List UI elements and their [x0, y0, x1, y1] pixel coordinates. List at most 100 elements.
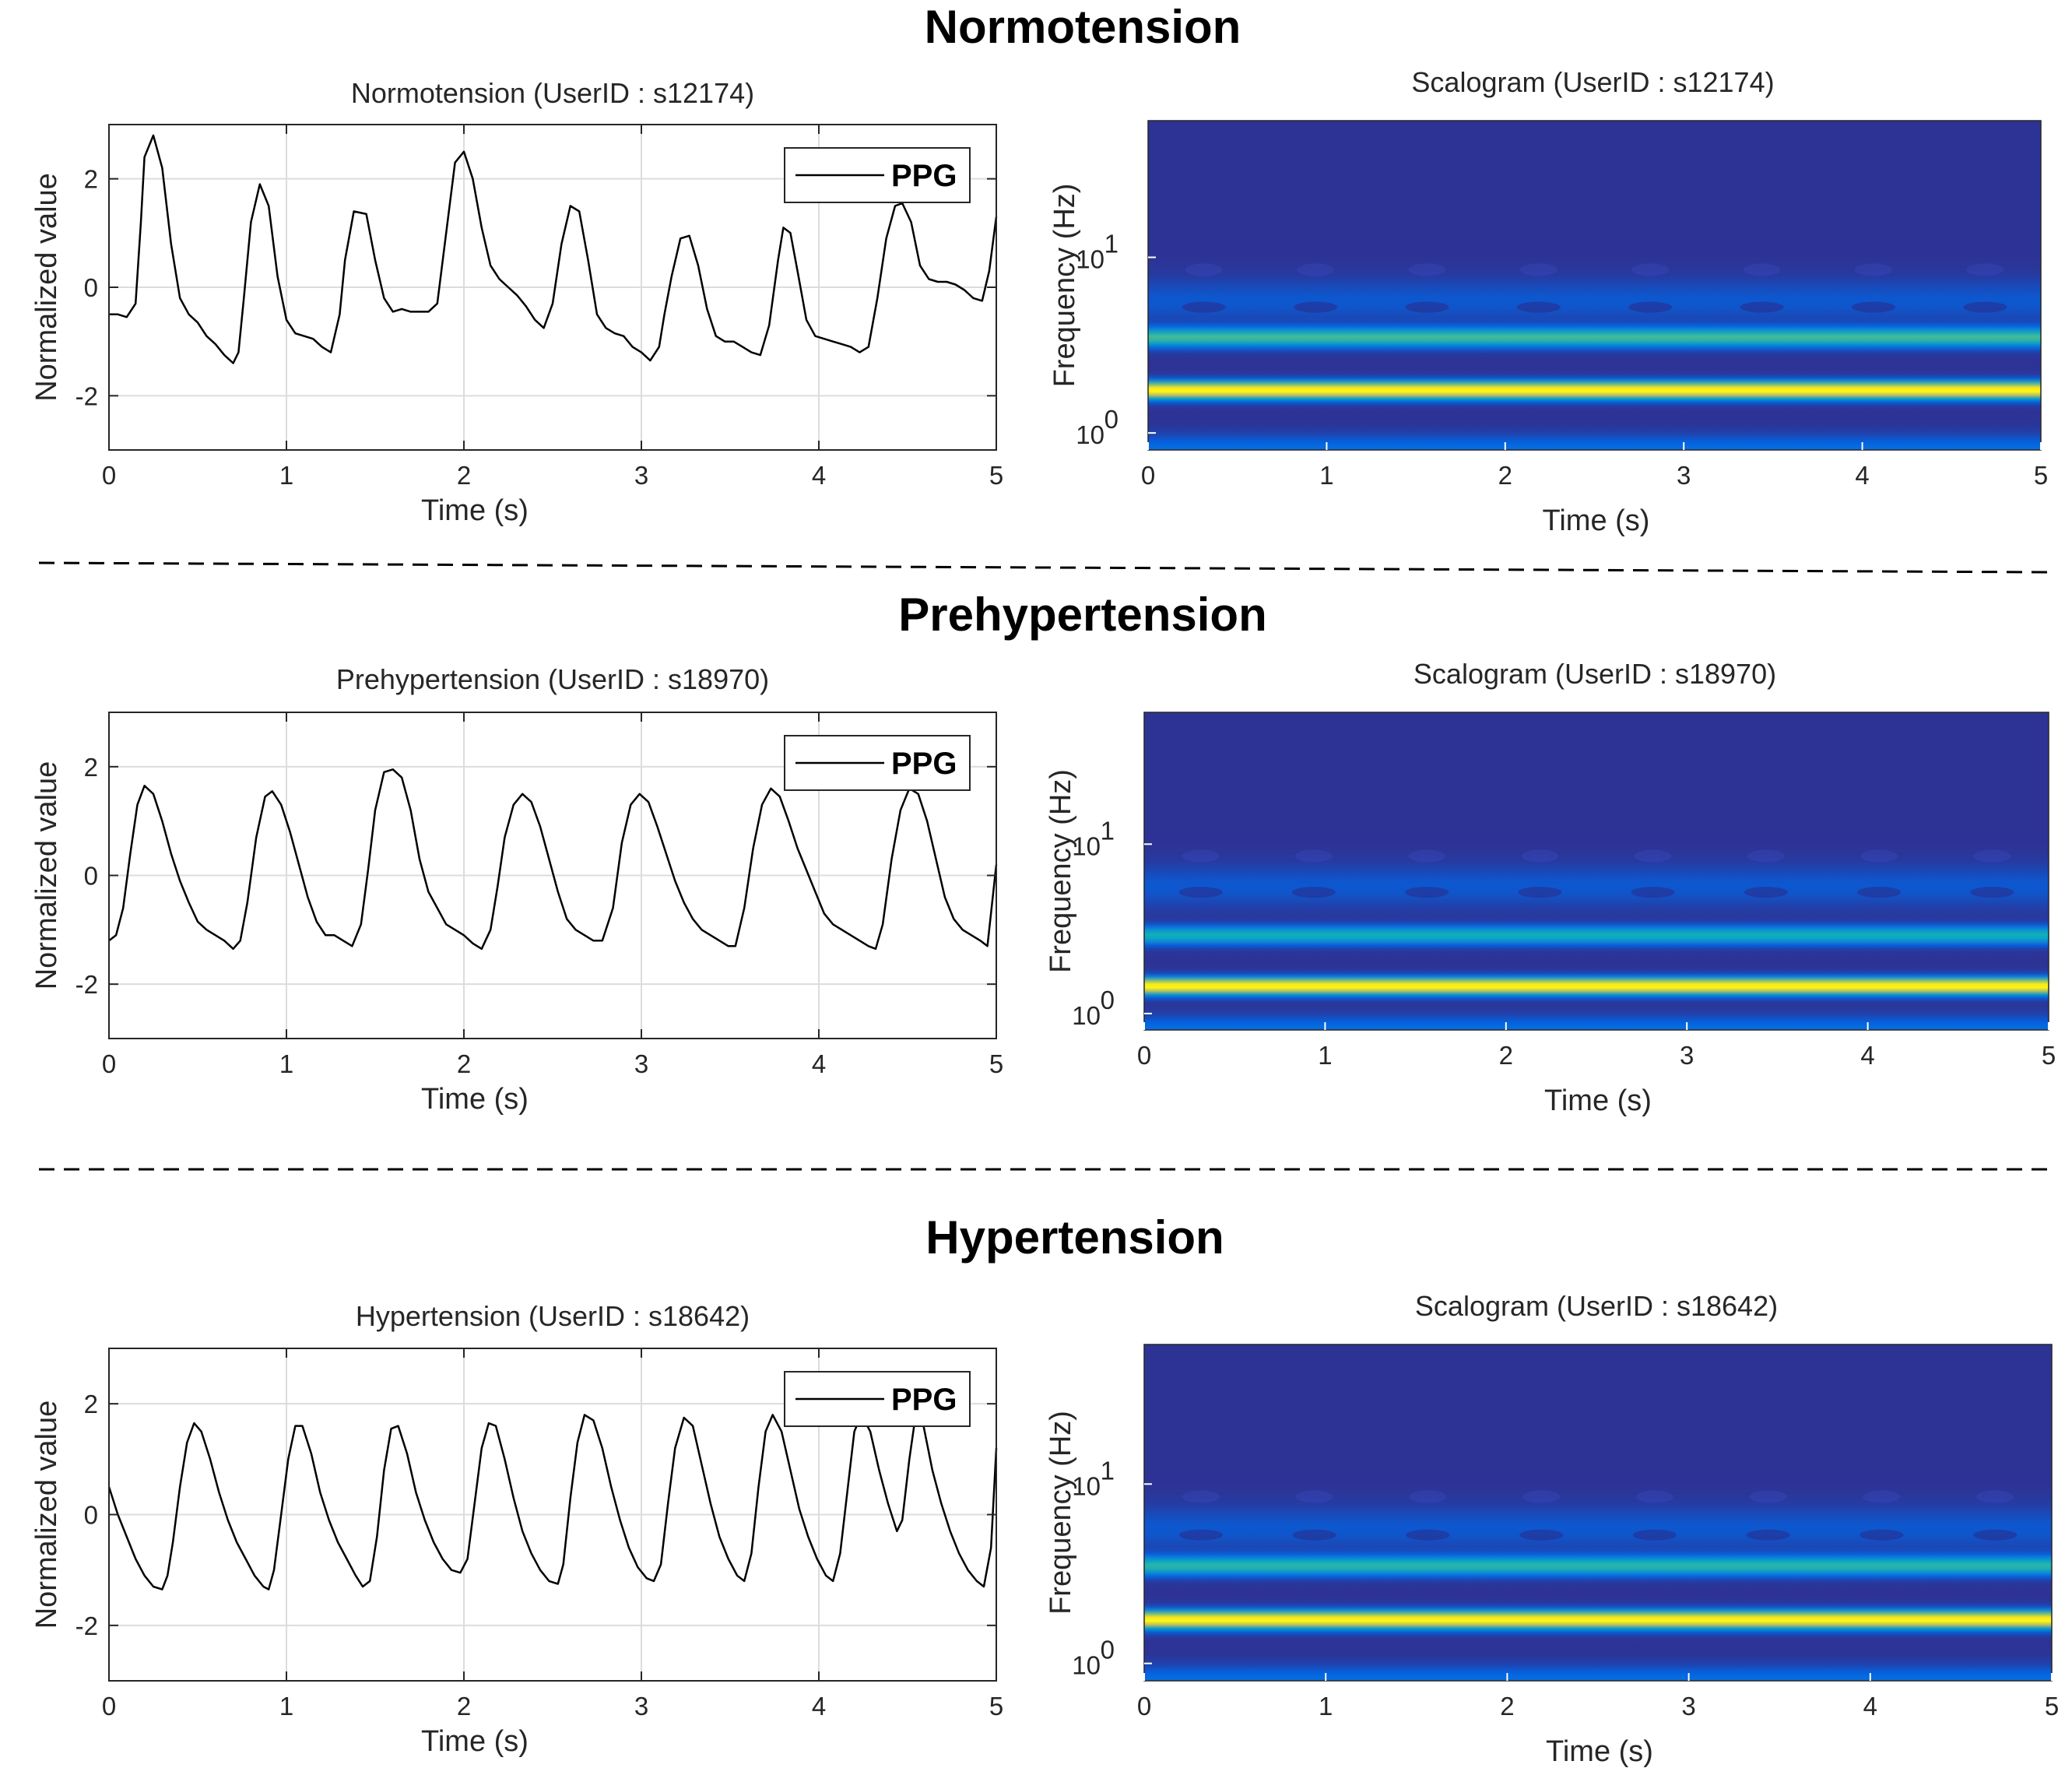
ppg-series-line [107, 1408, 998, 1590]
y-tick-label: 10 [1072, 831, 1101, 860]
y-tick-label: 0 [84, 1501, 98, 1530]
scalogram-blob [1970, 887, 2014, 898]
scalogram-blob [1973, 849, 2011, 863]
ppg-series-line [108, 768, 998, 951]
y-tick-label: 10 [1072, 1471, 1101, 1500]
scalogram-blob [1408, 849, 1446, 863]
x-axis-label: Time (s) [421, 494, 529, 527]
scalogram-blob [1631, 887, 1675, 898]
scalogram-blob [1294, 301, 1338, 313]
x-tick-label: 4 [1863, 1692, 1877, 1721]
section-title-prehypertension: Prehypertension [898, 589, 1266, 641]
scalogram-blob [1292, 1529, 1336, 1541]
x-tick-label: 1 [1319, 1692, 1333, 1721]
x-tick-label: 1 [1318, 1041, 1332, 1070]
y-tick-label: 2 [84, 1390, 98, 1418]
y-tick-exponent: 1 [1104, 230, 1119, 258]
scalogram-blob [1516, 301, 1561, 313]
scalogram-blob [1743, 263, 1781, 276]
y-axis-label: Frequency (Hz) [1045, 769, 1077, 973]
plot-title: Scalogram (UserID : s18970) [1414, 658, 1776, 690]
plot-title: Scalogram (UserID : s18642) [1415, 1290, 1778, 1322]
y-tick-label: 0 [84, 273, 98, 302]
x-tick-label: 0 [102, 1049, 116, 1078]
y-tick-label: 10 [1076, 245, 1104, 274]
scalogram-blob [1182, 301, 1226, 313]
scalogram-blob [1294, 849, 1333, 863]
scalogram-blob [1746, 1529, 1790, 1541]
scalogram-blob [1744, 887, 1788, 898]
plot-title: Hypertension (UserID : s18642) [356, 1300, 750, 1332]
scalogram-blob [1406, 1529, 1450, 1541]
axes-box [1143, 712, 2049, 1031]
x-axis-label: Time (s) [1546, 1735, 1653, 1768]
x-tick-label: 2 [1499, 1041, 1513, 1070]
x-tick-label: 4 [812, 1049, 826, 1078]
y-axis-label: Normalized value [30, 1401, 63, 1629]
x-tick-label: 4 [812, 1692, 826, 1721]
scalogram-blob [1851, 301, 1895, 313]
x-tick-label: 5 [989, 461, 1003, 490]
y-tick-label: -2 [76, 1612, 98, 1640]
y-tick-exponent: 0 [1101, 1636, 1115, 1664]
x-tick-label: 5 [2042, 1041, 2056, 1070]
y-tick-label: 10 [1072, 1001, 1101, 1030]
scalogram-blob [1521, 849, 1559, 863]
x-tick-label: 0 [102, 1692, 116, 1721]
scalogram-blob [1976, 1490, 2014, 1503]
scalogram-blob [1966, 263, 2004, 276]
y-tick-label: 10 [1072, 1651, 1101, 1680]
scalogram-blob [1963, 301, 2007, 313]
plot-title: Scalogram (UserID : s12174) [1411, 66, 1774, 98]
x-tick-label: 0 [1137, 1692, 1151, 1721]
scalogram-blob [1860, 1529, 1904, 1541]
axes-box [1143, 1344, 2053, 1682]
scalogram-blob [1631, 263, 1670, 276]
y-axis-label: Frequency (Hz) [1045, 1411, 1077, 1615]
y-tick-label: -2 [76, 970, 98, 999]
scalogram-image [1144, 712, 2049, 1030]
y-tick-exponent: 1 [1101, 816, 1115, 845]
scalogram-blob [1749, 1490, 1787, 1503]
x-axis-label: Time (s) [1543, 504, 1650, 537]
scalogram-blob [1860, 849, 1898, 863]
x-tick-label: 1 [279, 461, 293, 490]
x-tick-label: 4 [1860, 1041, 1874, 1070]
scalogram-blob [1635, 1490, 1673, 1503]
y-axis-label: Normalized value [30, 761, 63, 990]
legend-label: PPG [891, 1383, 957, 1417]
plot-title: Prehypertension (UserID : s18970) [336, 663, 769, 695]
section-title-hypertension: Hypertension [925, 1211, 1224, 1264]
x-tick-label: 5 [2045, 1692, 2059, 1721]
scalogram-blob [1747, 849, 1785, 863]
scalogram-blob [1297, 263, 1335, 276]
x-tick-label: 0 [1141, 461, 1155, 490]
y-tick-label: 2 [84, 165, 98, 194]
x-tick-label: 1 [279, 1049, 293, 1078]
y-tick-label: 0 [84, 862, 98, 891]
scalogram-blob [1182, 1490, 1220, 1503]
x-axis-label: Time (s) [421, 1725, 529, 1758]
scalogram-blob [1519, 1529, 1564, 1541]
y-axis-label: Frequency (Hz) [1048, 184, 1081, 388]
x-tick-label: 1 [1319, 461, 1333, 490]
section-divider [38, 561, 2052, 574]
scalogram-blob [1740, 301, 1784, 313]
scalogram-blob [1178, 887, 1223, 898]
ppg-panel-1: 0 1 2 3 4 5 -2 0 2 Prehypertension (UserID : s189… [30, 663, 1003, 1116]
scalogram-image [1144, 1344, 2052, 1681]
scalogram-blob [1405, 301, 1449, 313]
legend-label: PPG [891, 747, 957, 781]
x-tick-label: 3 [1677, 461, 1691, 490]
scalogram-blob [1178, 1529, 1223, 1541]
scalogram-blob [1857, 887, 1902, 898]
plot-title: Normotension (UserID : s12174) [351, 77, 754, 109]
x-tick-label: 3 [634, 1692, 648, 1721]
y-tick-label: 2 [84, 753, 98, 782]
scalogram-blob [1863, 1490, 1901, 1503]
scalogram-blob [1182, 849, 1220, 863]
